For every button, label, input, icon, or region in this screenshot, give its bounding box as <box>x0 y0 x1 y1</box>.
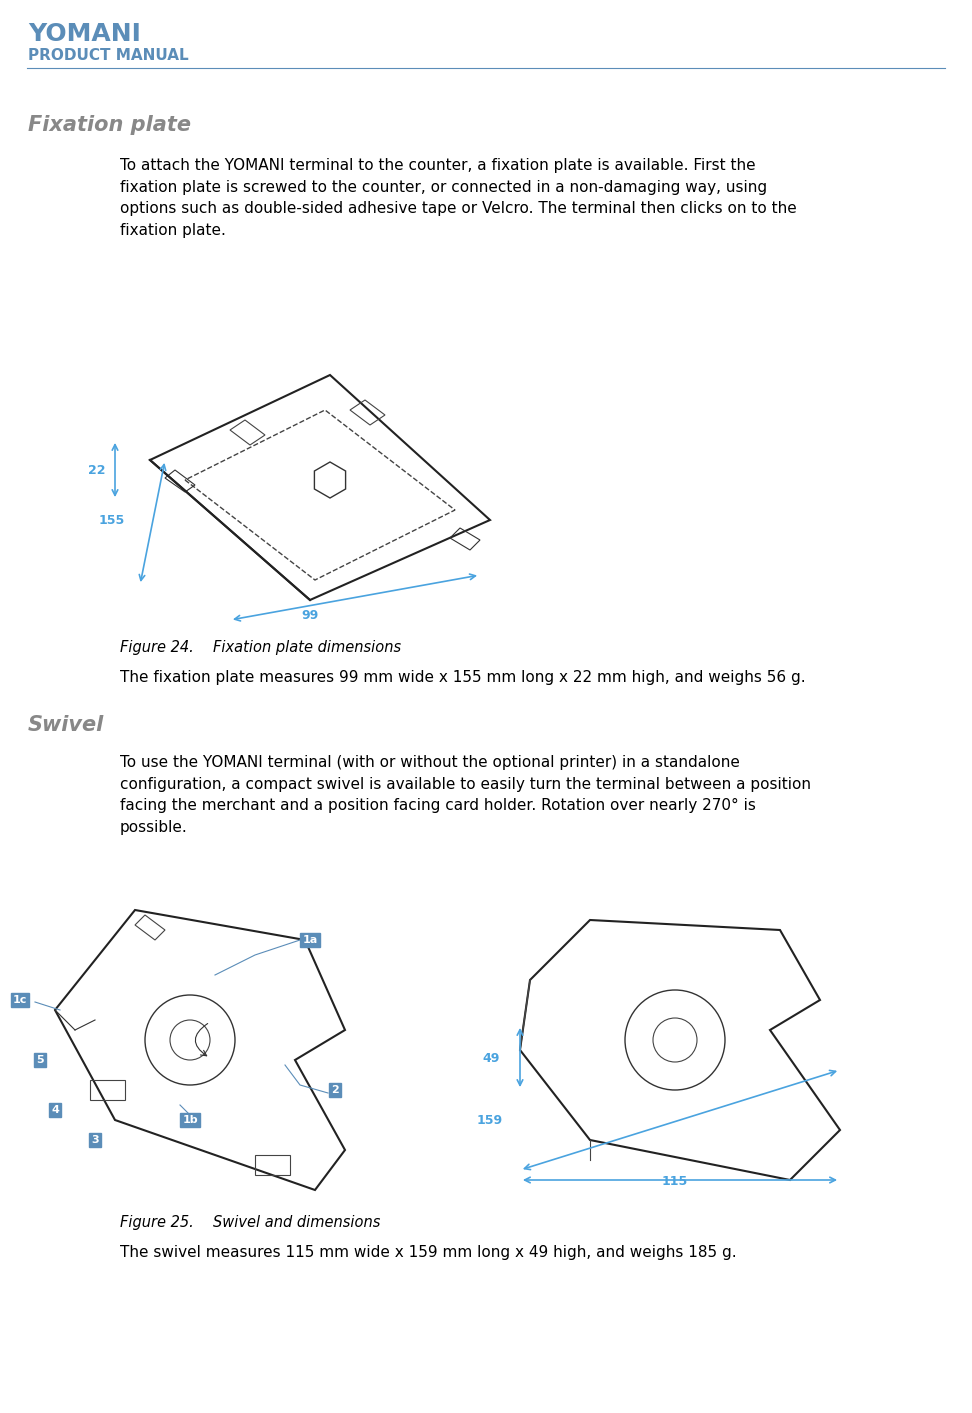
Text: 5: 5 <box>36 1056 44 1065</box>
Text: Swivel: Swivel <box>28 715 104 735</box>
Text: To use the YOMANI terminal (with or without the optional printer) in a standalon: To use the YOMANI terminal (with or with… <box>120 755 811 835</box>
Text: Fixation plate: Fixation plate <box>28 114 191 136</box>
Text: 155: 155 <box>99 513 125 527</box>
Text: PRODUCT MANUAL: PRODUCT MANUAL <box>28 48 189 64</box>
Text: Figure 25.  Swivel and dimensions: Figure 25. Swivel and dimensions <box>120 1215 380 1229</box>
Text: 2: 2 <box>331 1085 339 1095</box>
Text: 49: 49 <box>483 1051 500 1064</box>
Text: 1a: 1a <box>302 935 318 945</box>
Text: 115: 115 <box>662 1176 688 1188</box>
Text: 99: 99 <box>301 609 319 622</box>
Text: 1b: 1b <box>182 1115 198 1125</box>
Text: 4: 4 <box>52 1105 59 1115</box>
Text: 1c: 1c <box>13 995 27 1005</box>
Text: 159: 159 <box>477 1113 503 1126</box>
Text: To attach the YOMANI terminal to the counter, a fixation plate is available. Fir: To attach the YOMANI terminal to the cou… <box>120 158 797 237</box>
Text: The swivel measures 115 mm wide x 159 mm long x 49 high, and weighs 185 g.: The swivel measures 115 mm wide x 159 mm… <box>120 1245 737 1260</box>
Text: The fixation plate measures 99 mm wide x 155 mm long x 22 mm high, and weighs 56: The fixation plate measures 99 mm wide x… <box>120 670 806 685</box>
Text: 22: 22 <box>87 463 105 476</box>
Text: Figure 24.  Fixation plate dimensions: Figure 24. Fixation plate dimensions <box>120 640 401 656</box>
Text: YOMANI: YOMANI <box>28 23 141 47</box>
Text: 3: 3 <box>91 1135 99 1145</box>
